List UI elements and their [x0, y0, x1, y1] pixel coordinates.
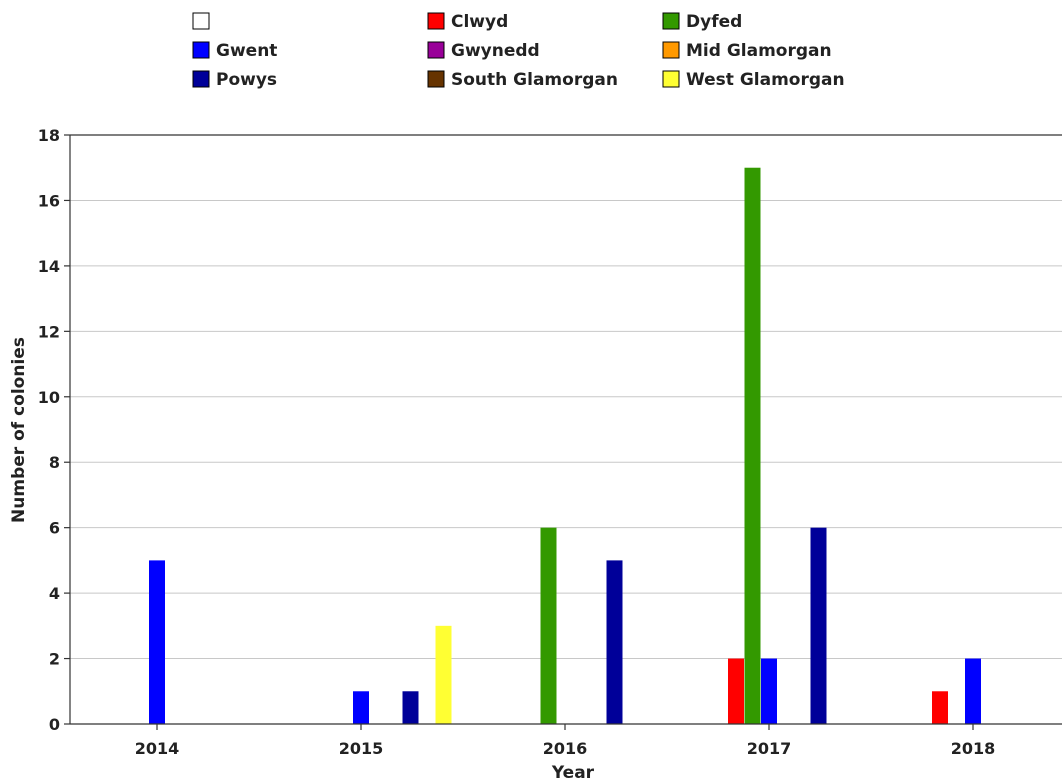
y-tick-label-2: 2	[49, 650, 60, 669]
legend-label-west-glamorgan: West Glamorgan	[686, 70, 845, 90]
bars	[149, 167, 981, 724]
legend-label-gwynedd: Gwynedd	[451, 41, 540, 61]
bar-dyfed-2016	[540, 527, 557, 724]
y-tick-label-14: 14	[38, 257, 60, 276]
legend-label-gwent: Gwent	[216, 41, 277, 61]
bar-gwent-2014	[149, 560, 165, 724]
legend-swatch-clwyd	[427, 12, 445, 30]
x-axis-title: Year	[551, 763, 595, 782]
legend-label-south-glamorgan: South Glamorgan	[451, 70, 618, 90]
y-tick-labels: 0 2 4 6 8 10 12 14 16 18	[38, 126, 60, 734]
y-axis-title: Number of colonies	[9, 337, 29, 523]
y-tick-label-10: 10	[38, 388, 60, 407]
gridlines	[70, 134, 1062, 660]
legend-swatch-gwent	[192, 41, 210, 59]
legend-swatch-unnamed	[192, 12, 210, 30]
x-tick-labels: 2014 2015 2016 2017 2018	[135, 739, 996, 758]
y-tick-label-16: 16	[38, 191, 60, 210]
x-tick-label-2016: 2016	[543, 739, 588, 758]
bar-powys-2017	[810, 527, 827, 724]
y-tick-label-4: 4	[49, 584, 60, 603]
y-tick-label-6: 6	[49, 519, 60, 538]
legend-swatch-dyfed	[662, 12, 680, 30]
bar-clwyd-2017	[728, 658, 744, 724]
bar-gwent-2017	[761, 658, 777, 724]
legend-label-dyfed: Dyfed	[686, 12, 742, 32]
y-tick-label-8: 8	[49, 453, 60, 472]
bar-west-glamorgan-2015	[435, 625, 452, 724]
legend-swatch-gwynedd	[427, 41, 445, 59]
bar-gwent-2015	[353, 691, 369, 724]
bar-gwent-2018	[965, 658, 981, 724]
legend-swatch-powys	[192, 70, 210, 88]
legend-swatch-mid-glamorgan	[662, 41, 680, 59]
legend-label-mid-glamorgan: Mid Glamorgan	[686, 41, 832, 61]
bar-powys-2016	[606, 560, 623, 724]
x-tick-label-2018: 2018	[951, 739, 996, 758]
x-tick-label-2017: 2017	[747, 739, 792, 758]
y-tick-label-12: 12	[38, 322, 60, 341]
bar-powys-2015	[402, 691, 419, 724]
legend-label-clwyd: Clwyd	[451, 12, 508, 32]
bar-clwyd-2018	[932, 691, 948, 724]
x-tick-label-2014: 2014	[135, 739, 180, 758]
y-tick-label-0: 0	[49, 715, 60, 734]
bar-dyfed-2017	[744, 167, 761, 724]
legend-swatch-south-glamorgan	[427, 70, 445, 88]
axes	[64, 134, 1062, 730]
legend-label-powys: Powys	[216, 70, 277, 90]
legend: Clwyd Dyfed Gwent Gwynedd Mid Glamorgan Powys…	[192, 12, 845, 90]
x-tick-label-2015: 2015	[339, 739, 384, 758]
y-tick-label-18: 18	[38, 126, 60, 145]
legend-swatch-west-glamorgan	[662, 70, 680, 88]
